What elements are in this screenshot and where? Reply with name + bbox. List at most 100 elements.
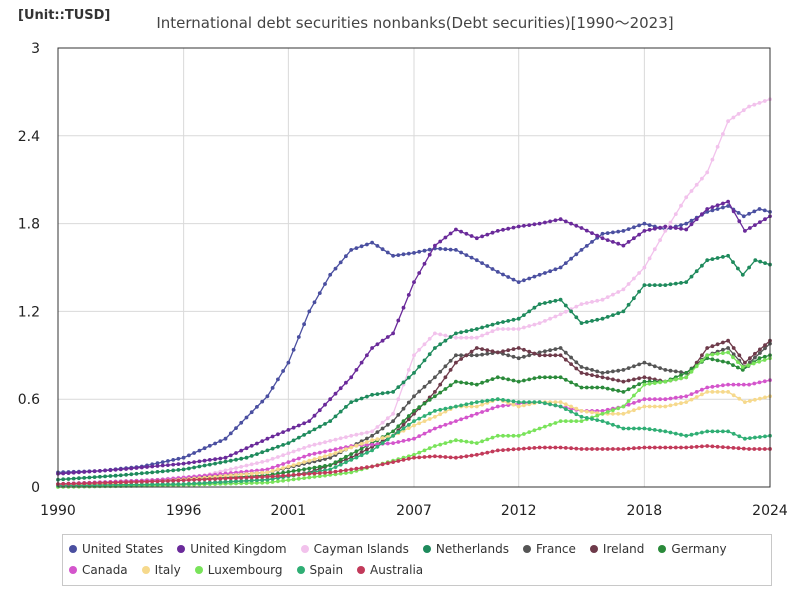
y-tick-label: 2.4 bbox=[18, 129, 40, 145]
data-point bbox=[317, 455, 322, 460]
data-point bbox=[281, 369, 285, 373]
x-tick-label: 2012 bbox=[501, 503, 537, 519]
data-point bbox=[558, 346, 563, 350]
data-point bbox=[762, 379, 767, 384]
data-point bbox=[642, 360, 647, 365]
data-point bbox=[495, 350, 500, 355]
data-point bbox=[171, 462, 176, 467]
data-point bbox=[255, 468, 259, 473]
data-point bbox=[485, 348, 490, 353]
data-point bbox=[747, 211, 751, 216]
data-point bbox=[333, 472, 338, 477]
data-point bbox=[747, 265, 751, 270]
data-point bbox=[281, 443, 285, 447]
data-point bbox=[605, 376, 610, 381]
data-point bbox=[694, 217, 699, 222]
data-point bbox=[543, 375, 547, 380]
data-point bbox=[223, 480, 228, 484]
data-point bbox=[506, 348, 511, 353]
data-point bbox=[511, 317, 516, 322]
data-point bbox=[139, 482, 144, 487]
data-point bbox=[605, 231, 610, 236]
data-point bbox=[150, 464, 155, 469]
data-point bbox=[422, 342, 427, 347]
data-point bbox=[621, 368, 626, 372]
data-point bbox=[223, 455, 228, 460]
data-point bbox=[176, 462, 181, 466]
data-point bbox=[595, 298, 600, 303]
data-point bbox=[448, 368, 453, 372]
data-point bbox=[412, 419, 416, 423]
data-point bbox=[370, 392, 374, 397]
data-point bbox=[684, 221, 689, 226]
data-point bbox=[748, 399, 752, 403]
data-point bbox=[197, 448, 202, 453]
data-point bbox=[537, 353, 542, 358]
data-point bbox=[700, 444, 704, 449]
data-point bbox=[312, 471, 317, 476]
data-point bbox=[249, 475, 254, 480]
data-point bbox=[621, 426, 626, 431]
legend-marker bbox=[300, 544, 309, 553]
data-point bbox=[548, 316, 552, 321]
data-point bbox=[302, 421, 306, 426]
data-point bbox=[417, 347, 422, 352]
data-point bbox=[333, 266, 338, 271]
data-point bbox=[385, 461, 390, 466]
data-point bbox=[621, 243, 626, 248]
data-point bbox=[333, 437, 338, 442]
data-point bbox=[422, 419, 427, 423]
data-point bbox=[569, 256, 573, 261]
data-point bbox=[684, 195, 689, 200]
data-point bbox=[359, 446, 364, 451]
data-point bbox=[396, 397, 401, 402]
data-point bbox=[543, 445, 547, 450]
data-point bbox=[270, 446, 275, 451]
data-point bbox=[323, 440, 327, 445]
legend: United States United Kingdom Cayman Island… bbox=[62, 534, 772, 586]
data-point bbox=[260, 439, 265, 443]
data-point bbox=[412, 409, 416, 413]
data-point bbox=[317, 450, 322, 455]
data-point bbox=[391, 411, 395, 416]
data-point bbox=[569, 404, 573, 409]
data-point bbox=[731, 393, 736, 398]
data-point bbox=[700, 387, 704, 392]
data-point bbox=[317, 408, 322, 413]
data-point bbox=[600, 231, 605, 236]
data-point bbox=[349, 470, 354, 475]
data-point bbox=[448, 231, 453, 236]
data-point bbox=[579, 371, 584, 375]
data-point bbox=[673, 402, 678, 407]
data-point bbox=[527, 324, 532, 328]
data-point bbox=[260, 460, 265, 464]
data-point bbox=[406, 375, 411, 380]
data-point bbox=[244, 469, 249, 474]
data-point bbox=[422, 384, 427, 389]
plot-frame bbox=[57, 47, 771, 488]
data-point bbox=[621, 447, 626, 451]
data-point bbox=[166, 459, 170, 463]
data-point bbox=[637, 223, 641, 228]
data-point bbox=[600, 316, 605, 321]
data-point bbox=[715, 444, 720, 449]
data-point bbox=[689, 274, 694, 279]
data-point bbox=[553, 445, 558, 450]
data-point bbox=[160, 463, 165, 468]
data-point bbox=[317, 474, 322, 479]
data-point bbox=[307, 430, 312, 434]
data-point bbox=[433, 243, 437, 248]
data-point bbox=[328, 419, 333, 423]
data-point bbox=[338, 409, 343, 414]
data-point bbox=[422, 401, 427, 406]
data-point bbox=[527, 309, 532, 314]
data-point bbox=[658, 397, 662, 402]
data-point bbox=[569, 409, 573, 414]
data-point bbox=[454, 404, 458, 409]
data-point bbox=[129, 472, 134, 477]
data-point bbox=[197, 477, 202, 482]
data-point bbox=[255, 461, 259, 465]
data-point bbox=[427, 247, 432, 252]
data-point bbox=[328, 397, 333, 402]
data-point bbox=[234, 479, 238, 484]
